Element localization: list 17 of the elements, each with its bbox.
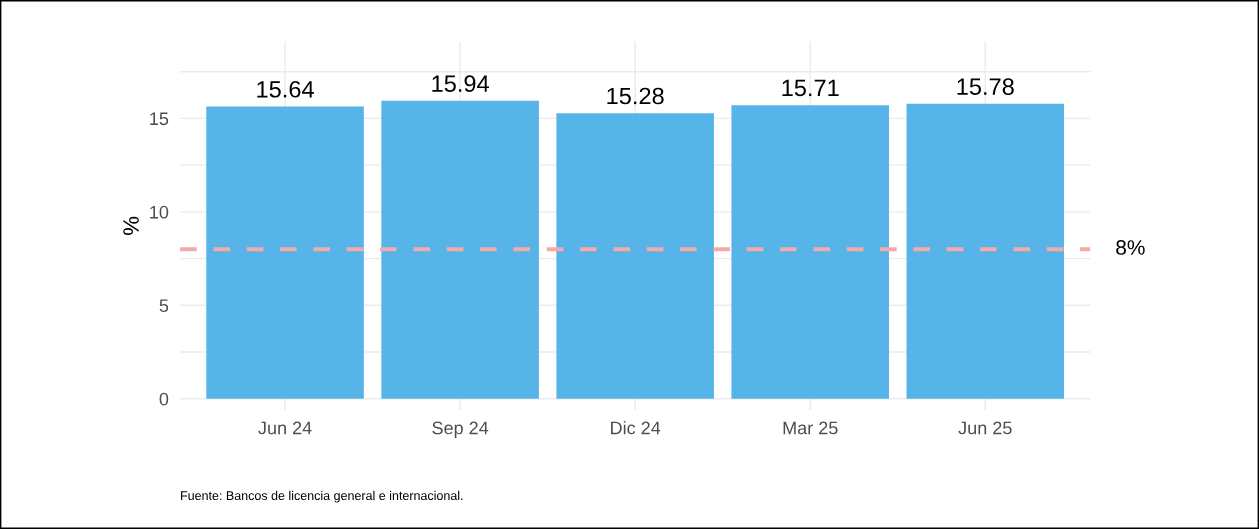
source-note: Fuente: Bancos de licencia general e internacional. — [181, 490, 463, 503]
data-label: 15.28 — [607, 87, 664, 105]
y-tick-label: 10 — [150, 205, 169, 219]
x-tick-label: Sep 24 — [432, 421, 489, 438]
y-axis-title: % — [123, 216, 139, 235]
y-tick-label: 0 — [159, 392, 169, 406]
y-tick-label: 15 — [150, 112, 169, 126]
data-label: 15.94 — [432, 75, 489, 93]
x-tick-label: Dic 24 — [611, 421, 661, 435]
x-tick-label: Mar 25 — [783, 421, 838, 435]
x-tick-label: Jun 24 — [258, 421, 312, 435]
y-tick-label: 5 — [159, 299, 169, 313]
ref-line-label: 8% — [1116, 240, 1145, 255]
data-label: 15.78 — [957, 78, 1014, 96]
data-label: 15.71 — [782, 79, 839, 97]
x-tick-label: Jun 25 — [958, 421, 1012, 435]
data-label: 15.64 — [257, 80, 314, 98]
